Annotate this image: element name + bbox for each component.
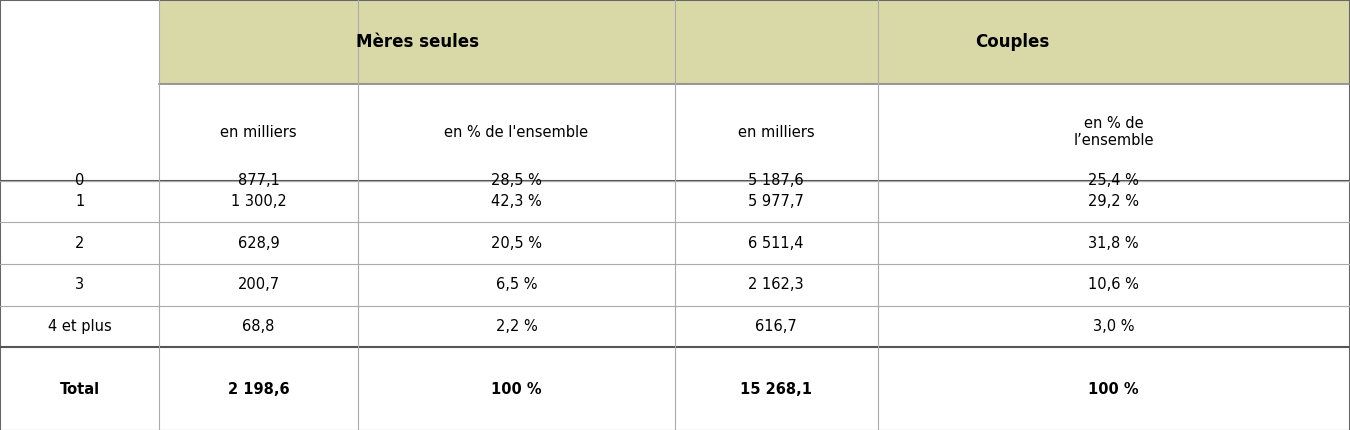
Bar <box>878 264 1350 306</box>
Text: 42,3 %: 42,3 % <box>491 194 541 209</box>
Text: 200,7: 200,7 <box>238 277 279 292</box>
Text: en % de
l’ensemble: en % de l’ensemble <box>1073 116 1154 148</box>
Text: Mères seules: Mères seules <box>355 33 479 51</box>
Text: 29,2 %: 29,2 % <box>1088 194 1139 209</box>
Bar <box>0 306 159 347</box>
Text: 6,5 %: 6,5 % <box>495 277 537 292</box>
Bar <box>358 306 675 347</box>
Text: en milliers: en milliers <box>738 125 814 140</box>
Bar <box>675 264 878 306</box>
Bar <box>0 84 159 181</box>
Bar <box>159 84 358 181</box>
Bar <box>0 222 159 264</box>
Bar <box>159 0 675 84</box>
Bar <box>878 347 1350 430</box>
Text: 5 187,6: 5 187,6 <box>748 173 805 188</box>
Text: 0: 0 <box>76 173 84 188</box>
Text: 616,7: 616,7 <box>756 319 796 334</box>
Text: 3,0 %: 3,0 % <box>1094 319 1134 334</box>
Bar <box>878 84 1350 181</box>
Text: 2 162,3: 2 162,3 <box>748 277 805 292</box>
Text: 2,2 %: 2,2 % <box>495 319 537 334</box>
Bar <box>358 84 675 181</box>
Bar <box>159 347 358 430</box>
Bar <box>0 181 159 222</box>
Bar <box>358 347 675 430</box>
Text: 28,5 %: 28,5 % <box>491 173 541 188</box>
Bar <box>675 306 878 347</box>
Text: 15 268,1: 15 268,1 <box>740 382 813 396</box>
Bar <box>675 84 878 181</box>
Text: 2 198,6: 2 198,6 <box>228 382 289 396</box>
Bar <box>358 222 675 264</box>
Text: 3: 3 <box>76 277 84 292</box>
Text: 20,5 %: 20,5 % <box>491 236 541 251</box>
Text: 25,4 %: 25,4 % <box>1088 173 1139 188</box>
Text: 877,1: 877,1 <box>238 173 279 188</box>
Text: 6 511,4: 6 511,4 <box>748 236 805 251</box>
Text: Couples: Couples <box>975 33 1050 51</box>
Text: Total: Total <box>59 382 100 396</box>
Bar <box>878 222 1350 264</box>
Text: 68,8: 68,8 <box>243 319 274 334</box>
Text: 100 %: 100 % <box>491 382 541 396</box>
Bar <box>878 181 1350 222</box>
Bar <box>358 264 675 306</box>
Bar <box>675 222 878 264</box>
Bar <box>159 222 358 264</box>
Text: 100 %: 100 % <box>1088 382 1139 396</box>
Bar <box>0 0 159 84</box>
Bar <box>358 181 675 222</box>
Bar <box>0 347 159 430</box>
Text: 1: 1 <box>76 194 84 209</box>
Text: en % de l'ensemble: en % de l'ensemble <box>444 125 589 140</box>
Bar <box>159 264 358 306</box>
Bar <box>675 181 878 222</box>
Text: 5 977,7: 5 977,7 <box>748 194 805 209</box>
Text: 628,9: 628,9 <box>238 236 279 251</box>
Bar <box>0 264 159 306</box>
Text: 4 et plus: 4 et plus <box>47 319 112 334</box>
Bar <box>675 347 878 430</box>
Bar <box>878 306 1350 347</box>
Bar <box>675 0 1350 84</box>
Text: 10,6 %: 10,6 % <box>1088 277 1139 292</box>
Text: 2: 2 <box>76 236 84 251</box>
Bar <box>159 181 358 222</box>
Bar <box>159 306 358 347</box>
Text: en milliers: en milliers <box>220 125 297 140</box>
Text: 1 300,2: 1 300,2 <box>231 194 286 209</box>
Text: 31,8 %: 31,8 % <box>1088 236 1139 251</box>
